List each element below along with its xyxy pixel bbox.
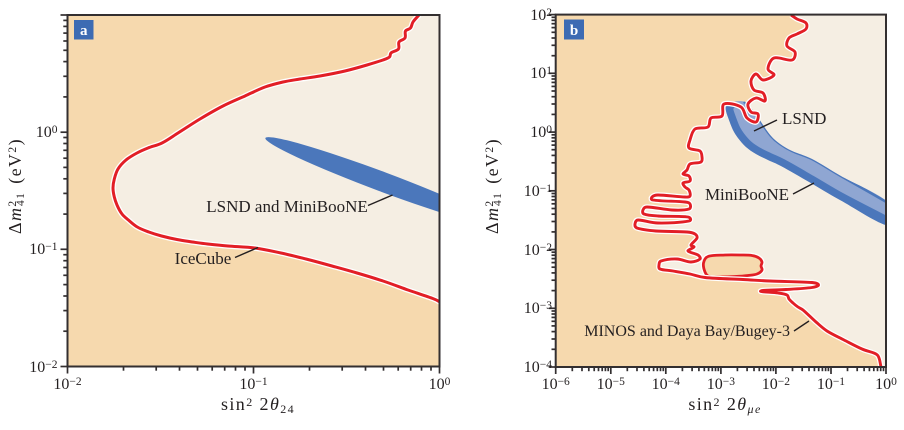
svg-text:101: 101	[530, 65, 552, 82]
svg-text:10−4: 10−4	[652, 376, 680, 393]
svg-text:LSND and MiniBooNE: LSND and MiniBooNE	[206, 197, 368, 216]
svg-text:10−2: 10−2	[524, 242, 552, 259]
svg-text:10−1: 10−1	[239, 376, 267, 393]
svg-text:10−6: 10−6	[542, 376, 570, 393]
svg-text:10−1: 10−1	[817, 376, 845, 393]
svg-text:LSND: LSND	[782, 109, 826, 128]
svg-text:MiniBooNE: MiniBooNE	[705, 185, 789, 204]
svg-text:sin2 2θ24: sin2 2θ24	[221, 394, 295, 416]
svg-text:100: 100	[530, 124, 552, 141]
svg-text:b: b	[570, 23, 578, 39]
svg-text:a: a	[80, 23, 88, 39]
svg-text:10−1: 10−1	[524, 183, 552, 200]
svg-text:10−1: 10−1	[29, 241, 57, 258]
svg-text:10−3: 10−3	[524, 300, 552, 317]
svg-text:10−2: 10−2	[762, 376, 790, 393]
svg-text:IceCube: IceCube	[175, 249, 232, 268]
svg-text:10−2: 10−2	[53, 376, 81, 393]
svg-text:10−5: 10−5	[597, 376, 625, 393]
svg-text:10−2: 10−2	[29, 359, 57, 376]
svg-text:102: 102	[530, 7, 552, 24]
svg-text:100: 100	[429, 376, 451, 393]
svg-text:Δm241 (eV2): Δm241 (eV2)	[482, 138, 504, 234]
svg-text:sin2 2θμe: sin2 2θμe	[688, 394, 761, 416]
svg-text:10−4: 10−4	[524, 359, 552, 376]
svg-text:Δm241 (eV2): Δm241 (eV2)	[5, 138, 27, 234]
svg-text:100: 100	[36, 124, 58, 141]
svg-text:100: 100	[875, 376, 897, 393]
svg-text:MINOS and Daya Bay/Bugey-3: MINOS and Daya Bay/Bugey-3	[584, 323, 790, 340]
svg-text:10−3: 10−3	[707, 376, 735, 393]
